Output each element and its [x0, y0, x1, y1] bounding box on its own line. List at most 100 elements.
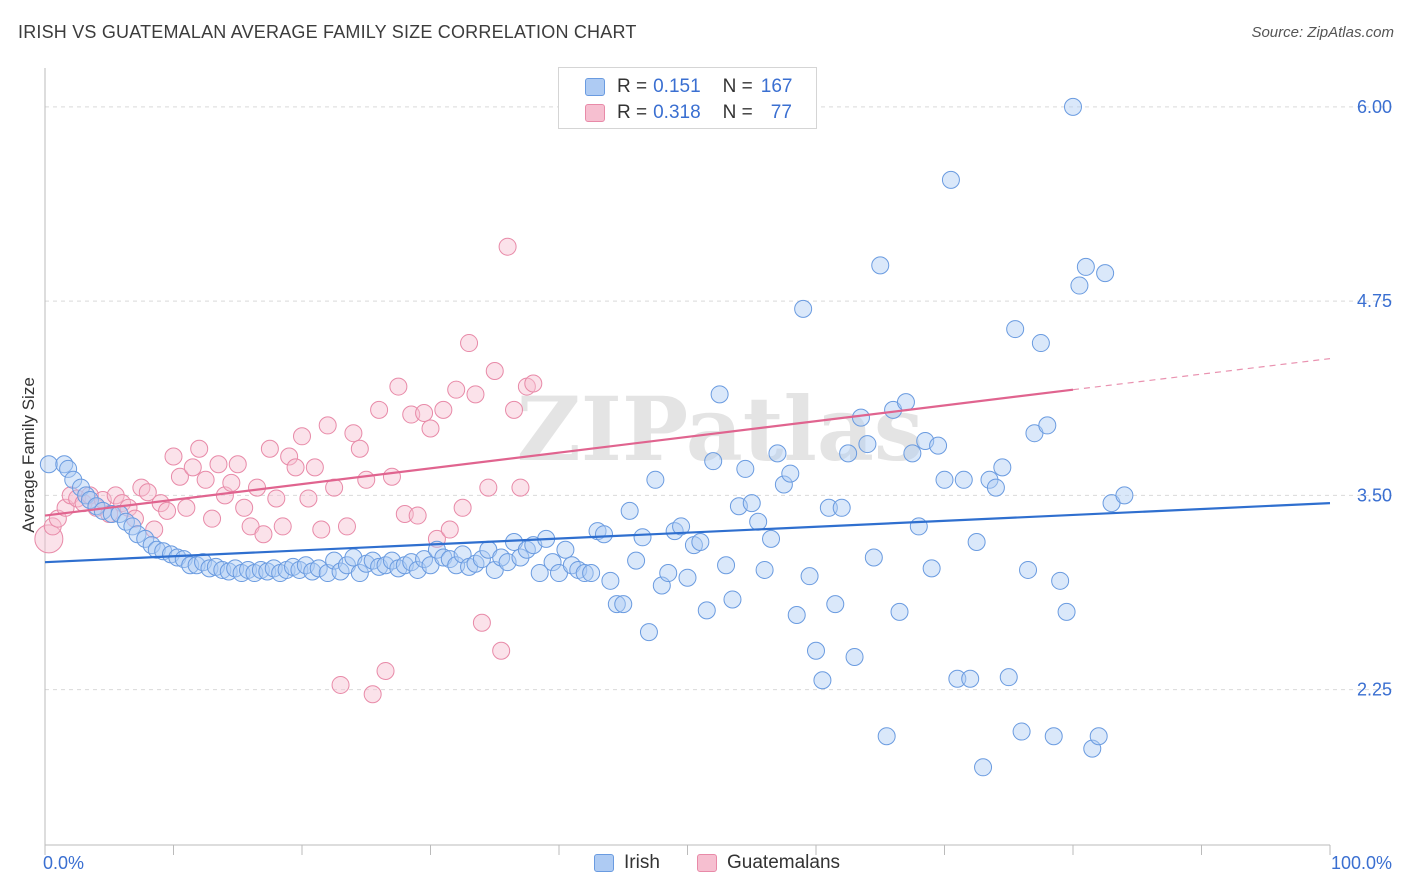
- guatemalans-point: [209, 455, 228, 474]
- guatemalans-point: [158, 501, 177, 520]
- guatemalans-point: [357, 470, 376, 489]
- irish-point: [807, 641, 825, 660]
- watermark: ZIPatlas: [517, 377, 924, 481]
- irish-point: [1038, 416, 1057, 435]
- guatemalans-point: [472, 613, 491, 632]
- irish-point: [697, 601, 716, 620]
- irish-point: [717, 556, 736, 575]
- guatemalans-point: [318, 416, 337, 435]
- irish-points: [39, 97, 1134, 777]
- irish-point: [974, 758, 993, 777]
- guatemalans-point: [305, 458, 324, 477]
- guatemalans-point: [119, 498, 138, 517]
- irish-point: [877, 727, 896, 746]
- irish-point: [723, 590, 742, 609]
- guatemalans-point: [196, 470, 215, 489]
- irish-point: [614, 595, 633, 614]
- irish-point: [922, 559, 941, 578]
- guatemalans-point: [286, 458, 305, 477]
- guatemalans-point: [267, 489, 286, 508]
- irish-point: [1031, 334, 1050, 353]
- irish-point: [858, 435, 877, 454]
- irish-point: [226, 559, 245, 578]
- irish-point: [1019, 560, 1038, 579]
- irish-point: [774, 475, 793, 494]
- irish-point: [890, 602, 909, 621]
- irish-point: [819, 498, 838, 517]
- irish-swatch: [585, 78, 605, 96]
- guatemalans-point: [453, 498, 472, 517]
- irish-point: [845, 647, 864, 666]
- guatemalans-swatch: [585, 104, 605, 122]
- guatemalans-point: [524, 374, 543, 393]
- x-tick-label: 100.0%: [1331, 853, 1392, 873]
- guatemalans-point: [447, 380, 466, 399]
- guatemalans-point: [183, 458, 202, 477]
- irish-point: [517, 540, 536, 559]
- irish-point: [794, 299, 813, 318]
- guatemalans-point: [440, 520, 459, 539]
- irish-point: [762, 529, 781, 548]
- irish-point: [213, 560, 232, 579]
- guatemalans-point: [254, 525, 273, 544]
- irish-point: [594, 525, 613, 544]
- guatemalans-point: [164, 447, 183, 466]
- irish-point: [264, 559, 283, 578]
- guatemalans-point: [466, 385, 485, 404]
- irish-point: [290, 560, 309, 579]
- guatemalans-point: [395, 504, 414, 523]
- trend-lines: [44, 358, 1331, 564]
- irish-point: [896, 393, 915, 412]
- chart-title: IRISH VS GUATEMALAN AVERAGE FAMILY SIZE …: [18, 22, 637, 42]
- guatemalans-point: [350, 439, 369, 458]
- irish-point: [575, 564, 594, 583]
- guatemalans-point: [402, 405, 421, 424]
- irish-point: [929, 436, 948, 455]
- irish-point: [147, 540, 166, 559]
- irish-point: [466, 554, 485, 573]
- legend-n-value: 167: [760, 76, 793, 97]
- irish-point: [781, 464, 800, 483]
- guatemalans-point: [235, 498, 254, 517]
- irish-point: [935, 470, 954, 489]
- irish-point: [1051, 571, 1070, 590]
- guatemalans-point: [492, 641, 511, 660]
- legend-n-value: 77: [770, 102, 792, 123]
- guatemalans-point: [337, 517, 356, 536]
- bottom-legend-guatemalans: Guatemalans: [697, 852, 840, 874]
- guatemalans-swatch: [697, 854, 717, 872]
- legend-row-irish: R = 0.151 N = 167: [585, 75, 792, 99]
- irish-point: [601, 571, 620, 590]
- guatemalans-trend-line: [44, 388, 1074, 517]
- irish-point: [954, 470, 973, 489]
- tick-labels: 2.25 3.50 4.75 6.00 0.0% 100.0%: [43, 97, 1392, 873]
- guatemalans-point: [389, 377, 408, 396]
- guatemalans-point: [34, 524, 64, 554]
- irish-point: [755, 560, 774, 579]
- irish-point: [742, 494, 761, 513]
- irish-point: [102, 504, 121, 523]
- irish-point: [909, 517, 928, 536]
- guatemalans-point: [299, 489, 318, 508]
- irish-point: [251, 560, 270, 579]
- irish-point: [800, 567, 819, 586]
- irish-point: [659, 564, 678, 583]
- irish-point: [492, 548, 511, 567]
- irish-point: [620, 501, 639, 520]
- guatemalans-point: [434, 400, 453, 419]
- bottom-legend-irish: Irish: [594, 852, 660, 874]
- legend-r-label: R =: [617, 102, 648, 123]
- legend-r-value: 0.151: [653, 76, 701, 97]
- irish-point: [903, 444, 922, 463]
- irish-point: [826, 595, 845, 614]
- guatemalans-point: [498, 237, 517, 256]
- irish-point: [633, 528, 652, 547]
- legend-n-label: N =: [722, 76, 753, 97]
- irish-point: [607, 595, 626, 614]
- y-axis-label: Average Family Size: [19, 377, 38, 533]
- irish-point: [787, 606, 806, 625]
- guatemalans-trend-extension: [1072, 358, 1331, 391]
- irish-point: [999, 668, 1018, 687]
- irish-point: [1044, 727, 1063, 746]
- irish-point: [672, 517, 691, 536]
